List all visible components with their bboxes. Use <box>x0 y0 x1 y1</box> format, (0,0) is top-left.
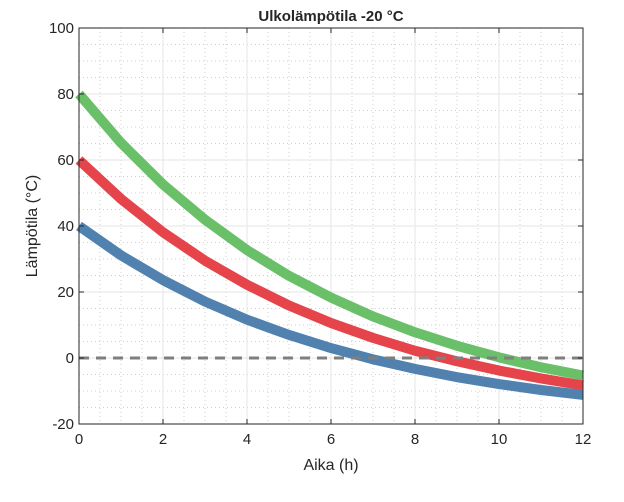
x-tick-label: 8 <box>411 431 419 448</box>
x-tick-label: 4 <box>243 431 251 448</box>
chart-title: Ulkolämpötila -20 °C <box>258 8 403 25</box>
x-tick-label: 12 <box>575 431 592 448</box>
y-tick-label: 0 <box>66 350 74 367</box>
x-tick-label: 2 <box>159 431 167 448</box>
y-tick-label: 40 <box>57 218 74 235</box>
y-tick-label: 80 <box>57 86 74 103</box>
x-tick-label: 6 <box>327 431 335 448</box>
series-line-1 <box>75 156 584 391</box>
series-line-0 <box>75 90 584 381</box>
x-tick-label: 0 <box>75 431 83 448</box>
y-tick-label: 100 <box>49 20 74 37</box>
series-line-2 <box>76 221 584 400</box>
series-group <box>75 90 584 400</box>
x-axis-label: Aika (h) <box>303 457 358 474</box>
y-tick-label: 60 <box>57 152 74 169</box>
y-axis-label: Lämpötila (°C) <box>24 175 41 277</box>
y-tick-label: 20 <box>57 284 74 301</box>
y-tick-label: -20 <box>52 416 74 433</box>
x-tick-label: 10 <box>491 431 508 448</box>
